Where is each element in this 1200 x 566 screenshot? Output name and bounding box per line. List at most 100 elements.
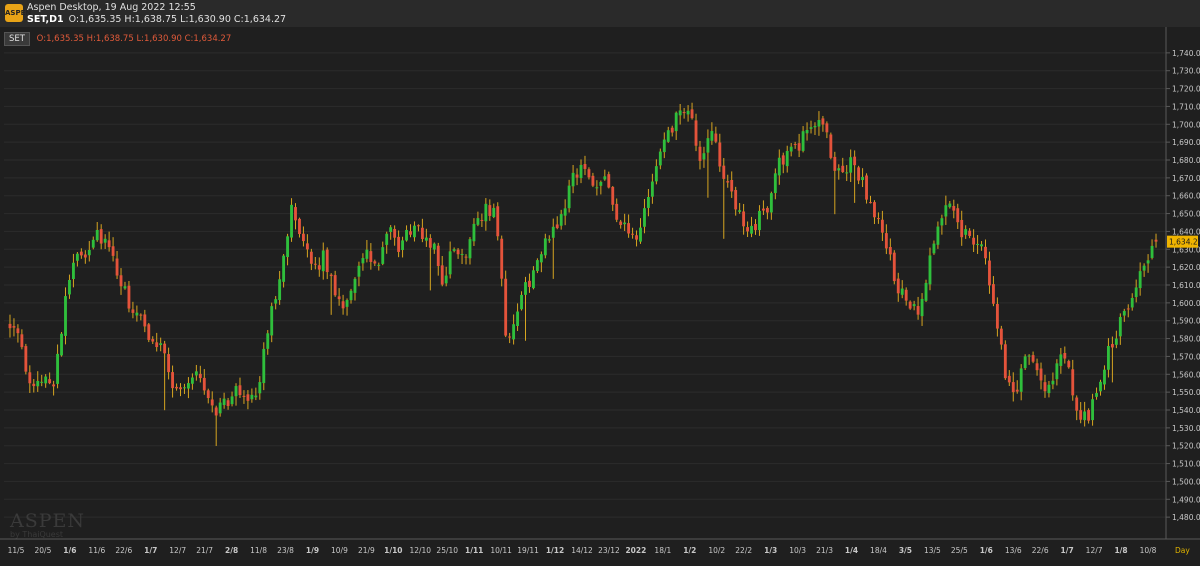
candle-body [694, 120, 698, 146]
candle-body [758, 210, 761, 231]
x-tick-label: 1/7 [1061, 546, 1074, 555]
candle-body [960, 219, 964, 238]
candle-body [999, 328, 1003, 345]
candle-body [1126, 308, 1130, 310]
candle-body [333, 275, 337, 296]
candle-body [305, 243, 309, 250]
timeframe-label: Day [1175, 546, 1190, 555]
candle-body [1099, 381, 1102, 392]
candle-body [20, 334, 24, 348]
x-tick-label: 11/6 [88, 546, 105, 555]
candle-body [444, 275, 448, 284]
candle-body [972, 237, 976, 245]
candle-body [1095, 393, 1098, 397]
candle-body [131, 309, 135, 313]
candle-body [345, 300, 349, 307]
candle-body [1027, 355, 1031, 357]
symbol-ohlc-line: SET,D1 O:1,635.35 H:1,638.75 L:1,630.90 … [27, 14, 286, 25]
candle-body [32, 383, 36, 387]
candle-body [698, 146, 702, 161]
candle-body [845, 172, 849, 174]
candle-body [44, 376, 48, 384]
candle-body [555, 224, 559, 229]
legend-symbol[interactable]: SET [4, 32, 30, 46]
candle-body [936, 226, 940, 245]
candle-body [599, 181, 603, 186]
candle-body [329, 274, 333, 277]
candle-body [218, 402, 222, 414]
candle-body [765, 208, 769, 213]
candle-body [861, 176, 864, 181]
candle-body [36, 380, 40, 387]
y-tick-label: 1,480.00 [1172, 513, 1200, 522]
candle-body [730, 179, 734, 192]
candle-body [1134, 287, 1138, 298]
y-tick-label: 1,640.00 [1172, 227, 1200, 236]
candle-body [738, 210, 742, 212]
candle-body [508, 336, 512, 338]
x-tick-label: 1/8 [1114, 546, 1127, 555]
candle-body [1150, 245, 1154, 258]
candle-body [389, 227, 393, 232]
candle-body [135, 312, 139, 316]
candle-body [432, 243, 436, 250]
candle-body [916, 306, 920, 315]
symbol-timeframe: SET,D1 [27, 14, 64, 25]
candle-body [56, 353, 59, 384]
candle-body [472, 223, 476, 242]
candle-body [353, 278, 357, 293]
y-tick-label: 1,530.00 [1172, 424, 1200, 433]
y-axis-labels: 1,740.00 1,730.00 1,720.00 1,710.00 1,700.00… [1166, 49, 1200, 522]
plot-background [0, 27, 1200, 566]
aspen-logo-icon[interactable]: ASPEN [5, 4, 31, 22]
y-tick-label: 1,560.00 [1172, 370, 1200, 379]
candle-body [317, 265, 321, 270]
candle-body [984, 246, 987, 259]
candle-body [171, 372, 174, 389]
y-tick-label: 1,570.00 [1172, 352, 1200, 361]
candle-body [706, 138, 710, 153]
candle-body [1055, 363, 1059, 380]
candle-body [532, 270, 535, 289]
candle-body [809, 127, 813, 129]
candle-body [325, 249, 329, 273]
candle-body [206, 390, 210, 398]
candle-body [746, 227, 749, 232]
candle-body [500, 238, 504, 279]
watermark-sub: by ThaiQuest [10, 530, 64, 539]
candle-body [666, 130, 670, 142]
candles [8, 102, 1158, 446]
x-tick-label: 10/2 [708, 546, 725, 555]
candle-body [686, 110, 690, 115]
candle-body [127, 285, 131, 309]
candle-body [266, 333, 270, 349]
y-tick-label: 1,620.00 [1172, 263, 1200, 272]
candle-body [452, 249, 456, 251]
candle-body [504, 278, 508, 336]
candle-body [821, 118, 825, 125]
candle-body [682, 112, 686, 114]
y-tick-label: 1,730.00 [1172, 67, 1200, 76]
candlestick-chart[interactable]: 1,740.00 1,730.00 1,720.00 1,710.00 1,700.00… [0, 27, 1200, 566]
candle-body [68, 279, 71, 295]
y-tick-label: 1,720.00 [1172, 85, 1200, 94]
candle-body [397, 236, 401, 252]
candle-body [282, 255, 286, 282]
candle-body [520, 294, 523, 310]
candle-body [488, 205, 492, 216]
candle-body [313, 263, 317, 265]
window-title: Aspen Desktop, 19 Aug 2022 12:55 [27, 2, 196, 13]
candle-body [742, 211, 746, 227]
candle-body [1138, 271, 1142, 289]
candle-body [361, 258, 365, 264]
candle-body [222, 398, 226, 406]
chart-area[interactable]: 1,740.00 1,730.00 1,720.00 1,710.00 1,700.00… [0, 27, 1200, 566]
candle-body [111, 246, 115, 256]
candle-body [428, 238, 432, 248]
candle-body [1031, 355, 1035, 362]
candle-body [79, 251, 83, 256]
candle-body [1043, 382, 1047, 392]
candle-body [393, 228, 397, 238]
candle-body [579, 164, 583, 179]
candle-body [762, 208, 765, 211]
